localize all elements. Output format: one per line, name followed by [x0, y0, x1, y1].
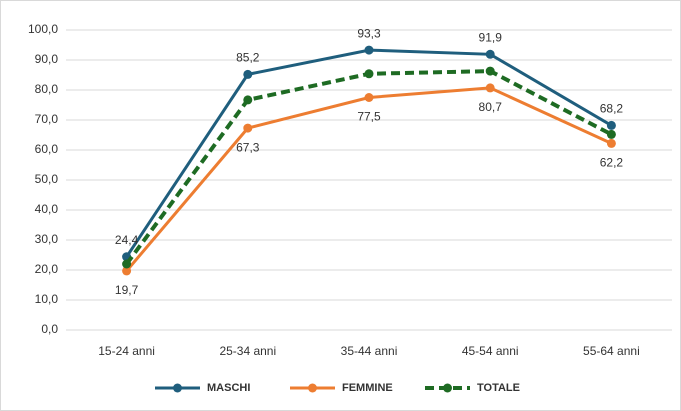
data-label: 85,2 [236, 51, 260, 65]
y-tick-label: 40,0 [35, 202, 59, 216]
data-point [364, 45, 374, 55]
data-point [243, 69, 253, 79]
data-label: 77,5 [357, 110, 381, 124]
data-point [606, 129, 616, 139]
legend-label: TOTALE [477, 382, 520, 394]
x-tick-label: 35-44 anni [341, 344, 398, 358]
data-point [485, 49, 495, 59]
data-label: 93,3 [357, 26, 381, 40]
data-point [606, 120, 616, 130]
y-tick-label: 0,0 [41, 322, 58, 336]
x-tick-label: 55-64 anni [583, 344, 640, 358]
data-label: 62,2 [600, 156, 624, 170]
x-tick-label: 45-54 anni [462, 344, 519, 358]
data-point [485, 83, 495, 93]
y-tick-label: 10,0 [35, 292, 59, 306]
data-point [122, 266, 132, 276]
x-tick-label: 15-24 anni [98, 344, 155, 358]
data-point [122, 259, 132, 269]
data-point [243, 95, 253, 105]
data-label: 80,7 [479, 100, 503, 114]
legend-label: FEMMINE [342, 382, 393, 394]
data-label: 67,3 [236, 140, 260, 154]
data-point [243, 123, 253, 133]
y-tick-label: 80,0 [35, 82, 59, 96]
legend-marker [308, 383, 317, 393]
y-tick-label: 50,0 [35, 172, 59, 186]
y-tick-label: 100,0 [28, 22, 58, 36]
y-tick-label: 90,0 [35, 52, 59, 66]
data-label: 19,7 [115, 283, 139, 297]
y-tick-label: 30,0 [35, 232, 59, 246]
data-label: 68,2 [600, 102, 624, 116]
x-tick-label: 25-34 anni [219, 344, 276, 358]
data-label: 24,4 [115, 233, 139, 247]
data-label: 91,9 [479, 30, 503, 44]
legend-marker [443, 383, 452, 393]
data-point [364, 93, 374, 102]
legend-marker [173, 383, 182, 393]
y-tick-label: 60,0 [35, 142, 59, 156]
data-point [485, 66, 495, 76]
y-tick-label: 70,0 [35, 112, 59, 126]
data-point [606, 138, 616, 148]
data-point [364, 69, 374, 79]
legend-label: MASCHI [207, 382, 250, 394]
y-tick-label: 20,0 [35, 262, 59, 276]
